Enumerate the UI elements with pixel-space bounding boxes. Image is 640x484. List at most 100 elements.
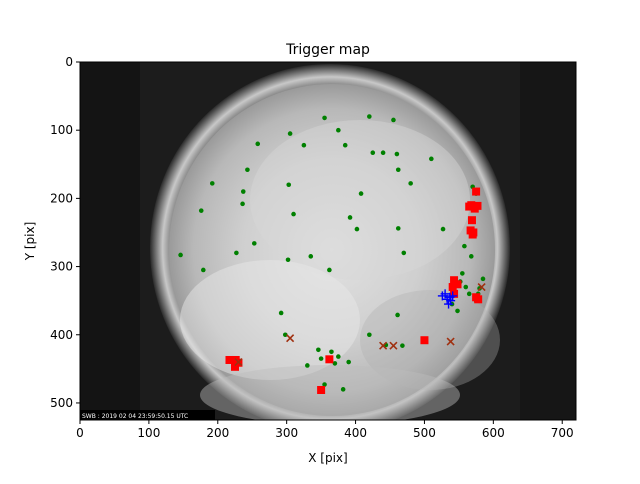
green-dot-point	[358, 191, 364, 196]
green-dot-point	[329, 349, 334, 355]
y-tick-label: 0	[65, 55, 73, 69]
green-dot-point	[400, 343, 405, 348]
green-dot-point	[240, 201, 245, 207]
green-dot-point	[391, 117, 396, 123]
green-dot-point	[255, 141, 261, 147]
green-dot-point	[209, 181, 215, 186]
green-dot-point	[286, 182, 292, 188]
green-dot-point	[278, 310, 284, 316]
red-square-point	[225, 355, 234, 364]
green-dot-point	[316, 347, 321, 353]
y-tick-label: 400	[50, 328, 73, 342]
x-tick-label: 600	[482, 426, 505, 440]
green-dot-point	[394, 151, 400, 157]
red-square-point	[448, 283, 457, 292]
green-dot-point	[305, 363, 310, 368]
sky-camera-background: SWB : 2019 02 04 23:59:50.15 UTC	[80, 62, 576, 420]
plot-frame	[79, 61, 577, 421]
red-square-point	[453, 280, 462, 289]
green-dot-point	[240, 189, 246, 194]
x-mark-point	[477, 282, 486, 292]
x-tick-label: 100	[137, 426, 160, 440]
red-square-point	[450, 276, 459, 285]
green-dot-point	[395, 167, 401, 173]
y-axis-label: Y [pix]	[23, 222, 37, 262]
green-dot-point	[408, 181, 413, 186]
x-mark-point	[389, 341, 398, 350]
green-dot-point	[462, 243, 467, 249]
x-tick-label: 500	[413, 426, 436, 440]
red-square-point	[465, 202, 474, 211]
green-dot-point	[367, 332, 372, 338]
green-dot-point	[342, 142, 348, 148]
green-dot-point	[198, 208, 204, 213]
green-dot-point	[480, 276, 486, 282]
green-dot-point	[395, 226, 401, 231]
green-dot-point	[251, 241, 257, 246]
green-dot-point	[340, 387, 346, 392]
x-tick-label: 200	[206, 426, 229, 440]
x-mark-point	[446, 337, 455, 346]
green-dot-point	[370, 150, 376, 155]
x-tick-label: 0	[76, 426, 84, 440]
green-dot-point	[346, 359, 351, 365]
green-dot-point	[336, 127, 341, 133]
green-dot-point	[287, 131, 293, 136]
green-dot-point	[336, 354, 341, 359]
green-dot-point	[367, 114, 372, 119]
y-axis: 0 100 200 300 400 500	[50, 55, 80, 410]
red-square-point	[325, 355, 334, 364]
x-mark-point	[379, 341, 388, 350]
green-dot-point	[308, 254, 314, 259]
blue-plus-point	[446, 296, 456, 306]
x-tick-label: 700	[551, 426, 574, 440]
y-tick-label: 500	[50, 396, 73, 410]
red-square-point	[317, 385, 326, 394]
green-dot-point	[322, 115, 327, 121]
green-dot-point	[327, 267, 332, 273]
red-square-point	[467, 216, 476, 225]
green-dot-point	[460, 271, 465, 276]
red-square-point	[466, 226, 475, 235]
x-axis: 0 100 200 300 400 500 600 700	[76, 420, 574, 440]
green-dot-point	[285, 257, 291, 263]
green-dot-point	[322, 382, 327, 387]
red-square-point	[473, 201, 482, 210]
red-square-point	[474, 295, 483, 304]
green-dot-point	[466, 291, 472, 297]
x-tick-label: 400	[344, 426, 367, 440]
green-dot-point	[463, 284, 469, 290]
y-tick-label: 100	[50, 123, 73, 137]
green-dot-point	[332, 361, 338, 366]
x-mark-point	[234, 357, 243, 367]
green-dot-point	[354, 226, 360, 232]
red-square-point	[450, 289, 459, 298]
green-dot-point	[347, 215, 353, 220]
red-square-point	[468, 230, 477, 239]
green-dot-point	[282, 332, 288, 338]
red-square-point	[420, 336, 429, 345]
x-mark-point	[286, 334, 295, 343]
green-dot-point	[401, 250, 407, 256]
image-timestamp: SWB : 2019 02 04 23:59:50.15 UTC	[82, 413, 188, 420]
green-dot-point	[178, 252, 183, 258]
x-tick-label: 300	[275, 426, 298, 440]
green-dot-point	[291, 211, 296, 217]
green-dot-point	[380, 150, 386, 155]
red-square-point	[231, 362, 239, 371]
green-dot-point	[301, 142, 307, 148]
green-dot-point	[201, 267, 206, 273]
green-dot-point	[429, 156, 434, 162]
green-dot-point	[234, 250, 239, 256]
red-square-point	[472, 187, 481, 196]
green-dot-point	[440, 226, 446, 232]
green-dot-point	[468, 254, 474, 259]
y-tick-label: 200	[50, 191, 73, 205]
green-dot-point	[245, 167, 250, 173]
green-dot-point	[455, 308, 460, 314]
y-tick-label: 300	[50, 260, 73, 274]
chart-title: Trigger map	[285, 42, 370, 58]
x-axis-label: X [pix]	[308, 451, 347, 465]
green-dot-point	[318, 356, 324, 361]
